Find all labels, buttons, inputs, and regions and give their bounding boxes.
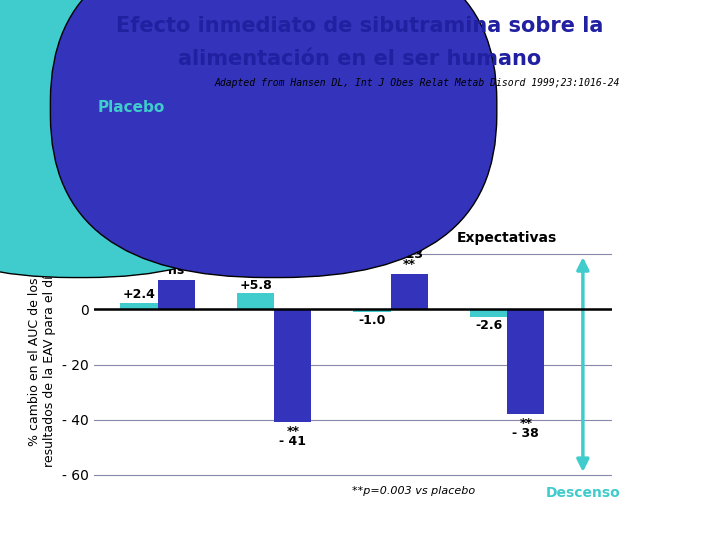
Text: -2.6: -2.6 <box>475 319 502 332</box>
Bar <box>391 274 428 309</box>
Text: +10.8: +10.8 <box>156 254 197 267</box>
Text: Expectativas: Expectativas <box>457 231 557 245</box>
Text: **: ** <box>287 425 300 438</box>
Text: +2.4: +2.4 <box>122 288 156 301</box>
Text: Efecto inmediato de sibutramina sobre la: Efecto inmediato de sibutramina sobre la <box>117 16 603 36</box>
Text: +13: +13 <box>395 248 423 261</box>
Text: Saciedad: Saciedad <box>355 231 426 245</box>
Bar <box>158 280 195 309</box>
Text: - 38: - 38 <box>513 427 539 440</box>
Text: Hambre: Hambre <box>243 231 305 245</box>
Text: **p=0.003 vs placebo: **p=0.003 vs placebo <box>352 486 475 496</box>
Y-axis label: % cambio en el AUC de los
resultados de la EAV para el día 1: % cambio en el AUC de los resultados de … <box>28 256 56 468</box>
Text: Adapted from Hansen DL, Int J Obes Relat Metab Disord 1999;23:1016-24: Adapted from Hansen DL, Int J Obes Relat… <box>215 78 621 89</box>
Bar <box>354 309 391 312</box>
Text: Plenitud: Plenitud <box>125 231 190 245</box>
Text: Descenso: Descenso <box>546 486 620 500</box>
Text: **: ** <box>402 258 415 271</box>
Text: ns: ns <box>168 264 184 277</box>
Bar <box>470 309 507 316</box>
Text: Placebo: Placebo <box>97 100 164 116</box>
Bar <box>507 309 544 414</box>
Bar <box>120 303 158 309</box>
Text: -1.0: -1.0 <box>359 314 386 327</box>
Bar <box>274 309 312 422</box>
Text: alimentación en el ser humano: alimentación en el ser humano <box>179 49 541 69</box>
Text: Sibutramina: Sibutramina <box>292 100 397 116</box>
Text: +5.8: +5.8 <box>239 279 272 292</box>
Text: - 41: - 41 <box>279 435 306 448</box>
Text: **: ** <box>519 417 532 430</box>
Bar <box>237 293 274 309</box>
